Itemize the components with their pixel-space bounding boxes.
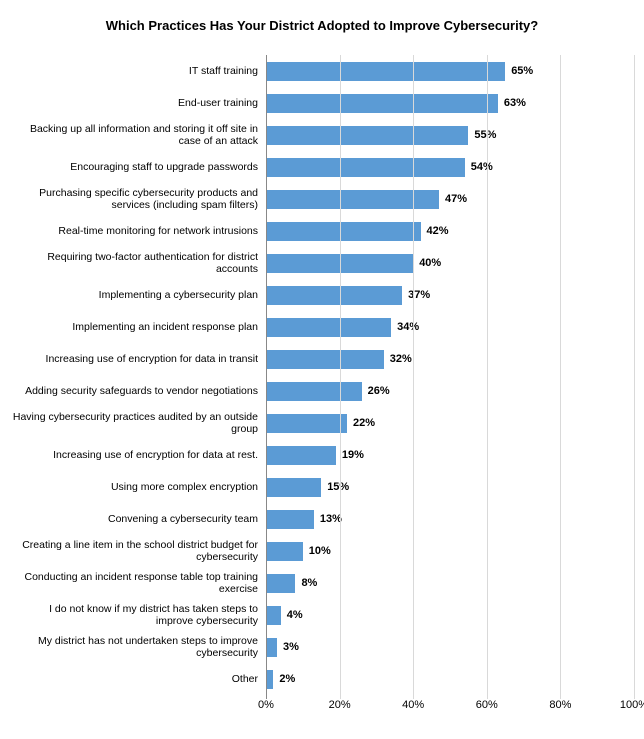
category-label: Requiring two-factor authentication for … bbox=[10, 247, 266, 279]
x-tick-label: 40% bbox=[402, 699, 424, 711]
bar-row: 2% bbox=[266, 663, 634, 695]
bar bbox=[266, 382, 362, 401]
gridline bbox=[634, 55, 635, 699]
x-tick-label: 0% bbox=[258, 699, 274, 711]
value-label: 8% bbox=[301, 577, 317, 589]
value-label: 15% bbox=[327, 481, 349, 493]
category-label: Increasing use of encryption for data at… bbox=[10, 439, 266, 471]
category-label: Adding security safeguards to vendor neg… bbox=[10, 375, 266, 407]
category-label: My district has not undertaken steps to … bbox=[10, 631, 266, 663]
value-label: 54% bbox=[471, 161, 493, 173]
value-label: 65% bbox=[511, 65, 533, 77]
x-tick-label: 20% bbox=[329, 699, 351, 711]
bar-row: 34% bbox=[266, 311, 634, 343]
bar bbox=[266, 318, 391, 337]
bar-chart: Which Practices Has Your District Adopte… bbox=[0, 0, 644, 739]
category-label: Real-time monitoring for network intrusi… bbox=[10, 215, 266, 247]
value-label: 4% bbox=[287, 609, 303, 621]
category-label: Convening a cybersecurity team bbox=[10, 503, 266, 535]
bar-row: 63% bbox=[266, 87, 634, 119]
bar-row: 15% bbox=[266, 471, 634, 503]
x-tick-label: 100% bbox=[620, 699, 644, 711]
bar-row: 10% bbox=[266, 535, 634, 567]
bar bbox=[266, 414, 347, 433]
bar-row: 40% bbox=[266, 247, 634, 279]
bar-row: 8% bbox=[266, 567, 634, 599]
category-label: Implementing an incident response plan bbox=[10, 311, 266, 343]
value-label: 40% bbox=[419, 257, 441, 269]
value-label: 2% bbox=[279, 673, 295, 685]
x-axis-ticks: 0%20%40%60%80%100% bbox=[266, 699, 634, 719]
bar bbox=[266, 478, 321, 497]
value-label: 34% bbox=[397, 321, 419, 333]
plot-area: IT staff trainingEnd-user trainingBackin… bbox=[10, 55, 634, 719]
bar-row: 37% bbox=[266, 279, 634, 311]
category-label: Conducting an incident response table to… bbox=[10, 567, 266, 599]
bar bbox=[266, 446, 336, 465]
bar bbox=[266, 62, 505, 81]
category-label: End-user training bbox=[10, 87, 266, 119]
bar bbox=[266, 254, 413, 273]
value-label: 19% bbox=[342, 449, 364, 461]
bars-container: 65% 63% 55% 54% 47% 42% 40% 37% 34% 32% 26% 22% 19% 1… bbox=[266, 55, 634, 695]
chart-title: Which Practices Has Your District Adopte… bbox=[10, 18, 634, 33]
bar bbox=[266, 638, 277, 657]
x-tick-label: 60% bbox=[476, 699, 498, 711]
x-tick-label: 80% bbox=[549, 699, 571, 711]
category-label: Encouraging staff to upgrade passwords bbox=[10, 151, 266, 183]
bar-row: 32% bbox=[266, 343, 634, 375]
bar-row: 19% bbox=[266, 439, 634, 471]
value-label: 42% bbox=[427, 225, 449, 237]
category-label: I do not know if my district has taken s… bbox=[10, 599, 266, 631]
value-label: 22% bbox=[353, 417, 375, 429]
bar-row: 42% bbox=[266, 215, 634, 247]
value-label: 47% bbox=[445, 193, 467, 205]
bar-row: 55% bbox=[266, 119, 634, 151]
category-label: Implementing a cybersecurity plan bbox=[10, 279, 266, 311]
y-axis-labels: IT staff trainingEnd-user trainingBackin… bbox=[10, 55, 266, 719]
bar-row: 26% bbox=[266, 375, 634, 407]
category-label: Using more complex encryption bbox=[10, 471, 266, 503]
bar bbox=[266, 126, 468, 145]
value-label: 13% bbox=[320, 513, 342, 525]
category-label: Other bbox=[10, 663, 266, 695]
category-label: Purchasing specific cybersecurity produc… bbox=[10, 183, 266, 215]
bar bbox=[266, 222, 421, 241]
bar bbox=[266, 158, 465, 177]
bar bbox=[266, 190, 439, 209]
bar bbox=[266, 670, 273, 689]
category-label: Creating a line item in the school distr… bbox=[10, 535, 266, 567]
bar bbox=[266, 350, 384, 369]
bars-area: 65% 63% 55% 54% 47% 42% 40% 37% 34% 32% 26% 22% 19% 1… bbox=[266, 55, 634, 719]
category-label: Backing up all information and storing i… bbox=[10, 119, 266, 151]
bar bbox=[266, 94, 498, 113]
bar bbox=[266, 542, 303, 561]
value-label: 3% bbox=[283, 641, 299, 653]
bar-row: 65% bbox=[266, 55, 634, 87]
value-label: 63% bbox=[504, 97, 526, 109]
value-label: 26% bbox=[368, 385, 390, 397]
bar bbox=[266, 510, 314, 529]
bar bbox=[266, 606, 281, 625]
bar-row: 47% bbox=[266, 183, 634, 215]
value-label: 55% bbox=[474, 129, 496, 141]
category-label: Having cybersecurity practices audited b… bbox=[10, 407, 266, 439]
bar-row: 54% bbox=[266, 151, 634, 183]
y-axis-line bbox=[266, 55, 267, 699]
category-label: Increasing use of encryption for data in… bbox=[10, 343, 266, 375]
bar bbox=[266, 286, 402, 305]
bar-row: 4% bbox=[266, 599, 634, 631]
bar-row: 3% bbox=[266, 631, 634, 663]
value-label: 37% bbox=[408, 289, 430, 301]
value-label: 10% bbox=[309, 545, 331, 557]
bar bbox=[266, 574, 295, 593]
category-label: IT staff training bbox=[10, 55, 266, 87]
bar-row: 13% bbox=[266, 503, 634, 535]
value-label: 32% bbox=[390, 353, 412, 365]
bar-row: 22% bbox=[266, 407, 634, 439]
